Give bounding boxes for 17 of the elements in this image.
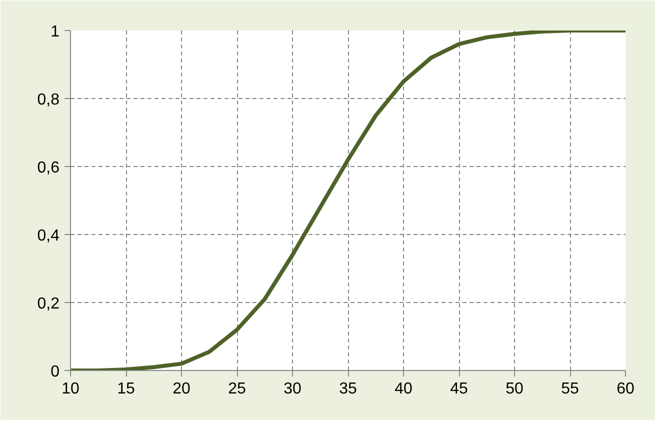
y-tick-label: 0,2 [37,296,60,312]
x-tick-label: 45 [450,380,468,398]
x-tick-label: 25 [228,380,246,398]
x-tick-label: 50 [506,380,524,398]
x-tick-label: 60 [616,380,634,398]
y-tick-label: 0 [50,364,60,380]
x-tick-label: 30 [284,380,302,398]
x-tick-label: 35 [339,380,357,398]
x-tick-label: 55 [561,380,579,398]
y-tick-label: 0,6 [37,160,60,176]
x-tick-label: 40 [394,380,412,398]
y-tick-label: 1 [50,24,60,40]
x-tick-label: 10 [62,380,80,398]
x-tick-label: 20 [172,380,190,398]
y-tick-label: 0,4 [37,228,60,244]
x-tick-label: 15 [117,380,135,398]
y-tick-label: 0,8 [37,92,60,108]
